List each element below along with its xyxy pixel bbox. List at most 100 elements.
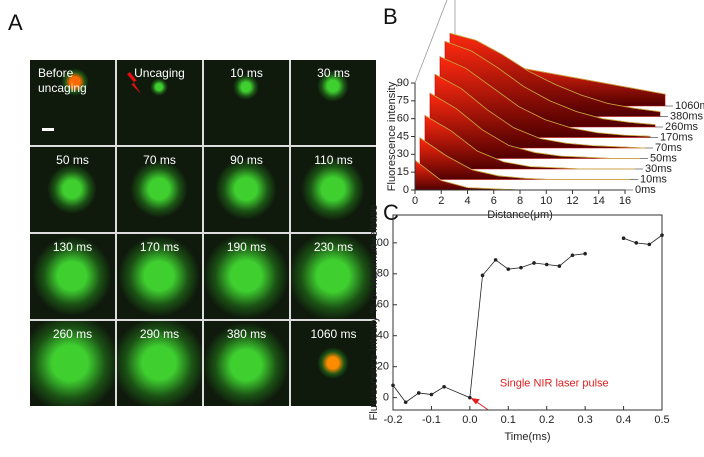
- y-tick-label: 0: [403, 184, 409, 196]
- point: [403, 400, 408, 405]
- y-tick-label: 40: [377, 330, 389, 342]
- micrograph: 1060 ms: [291, 321, 376, 406]
- y-tick-label: 45: [397, 130, 409, 142]
- y-tick-label: 75: [397, 95, 409, 107]
- tile-label: 260 ms: [52, 327, 93, 341]
- fluorescence-spot: [46, 163, 98, 215]
- annotation: Single NIR laser pulse: [500, 378, 609, 390]
- fluorescence-spot: [300, 156, 366, 222]
- series-label: 170ms: [660, 131, 694, 143]
- micrograph: 10 ms: [204, 60, 289, 145]
- point: [506, 267, 511, 271]
- fluorescence-spot: [60, 67, 90, 97]
- point: [429, 392, 434, 397]
- micrograph: 380 ms: [204, 321, 289, 406]
- micrograph: 290 ms: [117, 321, 202, 406]
- tile-label: 90 ms: [230, 153, 263, 167]
- tile-label: Uncaging: [134, 66, 185, 80]
- micrograph: Uncaging: [117, 60, 202, 145]
- point: [493, 258, 498, 262]
- micrograph: 170 ms: [117, 234, 202, 319]
- y-axis-title: Fluorescence intensity: [386, 81, 398, 191]
- plot-frame: [392, 214, 663, 411]
- y-tick-label: 60: [397, 113, 409, 125]
- y-tick-label: 60: [377, 299, 389, 311]
- point: [634, 241, 639, 245]
- x-tick-label: 0.2: [539, 414, 554, 426]
- fluorescence-spot: [30, 321, 115, 406]
- fluorescence-spot: [204, 321, 289, 406]
- point: [391, 383, 395, 388]
- series-label: 10ms: [640, 173, 667, 185]
- point: [519, 265, 523, 270]
- area-edge: [429, 92, 640, 159]
- fluorescence-spot: [130, 160, 188, 218]
- x-tick-label: 12: [566, 195, 578, 207]
- fluorescence-spot: [117, 234, 201, 318]
- tile-label: 130 ms: [52, 240, 93, 254]
- micrograph: 90 ms: [204, 147, 289, 232]
- fluorescence-spot: [291, 234, 376, 319]
- point: [532, 261, 536, 265]
- tile-label: 110 ms: [314, 153, 353, 167]
- x-tick-label: 6: [491, 195, 497, 207]
- area-edge: [439, 56, 651, 137]
- tile-label: 70 ms: [143, 153, 176, 167]
- fluorescence-spot: [117, 321, 202, 406]
- x-axis-title: Time(ms): [504, 431, 550, 443]
- y-tick-label: 80: [377, 268, 389, 280]
- x-tick-label: -0.1: [422, 414, 441, 426]
- annotation-arrow: [470, 397, 489, 411]
- x-tick-label: 0.3: [577, 414, 592, 426]
- x-tick-label: 0.1: [501, 414, 516, 426]
- point: [621, 236, 626, 241]
- fluorescence-spot: [316, 69, 350, 103]
- series-label: 70ms: [655, 142, 682, 154]
- x-tick-label: 16: [619, 195, 631, 207]
- micrograph: 190 ms: [204, 234, 289, 319]
- micrograph: 70 ms: [117, 147, 202, 232]
- fluorescence-spot: [204, 234, 289, 319]
- y-tick-label: 0: [383, 392, 389, 404]
- x-tick-label: 0.4: [616, 414, 631, 426]
- point: [570, 253, 575, 258]
- tile-label: 230 ms: [313, 240, 354, 254]
- micrograph: 110 ms: [291, 147, 376, 232]
- area-edge: [449, 32, 661, 113]
- area-edge: [434, 73, 646, 149]
- area-edge: [419, 137, 630, 180]
- x-tick-label: 14: [593, 195, 605, 207]
- series-label: 260ms: [665, 121, 699, 133]
- point: [480, 273, 485, 278]
- point: [544, 262, 549, 267]
- x-tick-label: 0.0: [462, 414, 477, 426]
- tile-label: 30 ms: [317, 66, 350, 80]
- panel-letter: B: [383, 4, 398, 29]
- y-tick-label: 100: [371, 237, 389, 249]
- series-label: 380ms: [670, 110, 704, 122]
- panel-letter: C: [383, 200, 399, 225]
- fluorescence-spot: [150, 78, 168, 96]
- micrograph: 260 ms: [30, 321, 115, 406]
- point: [468, 395, 472, 400]
- tile-label: 50 ms: [56, 153, 89, 167]
- x-tick-label: 2: [438, 195, 444, 207]
- x-tick-label: 0.5: [654, 414, 669, 426]
- micrograph: 130 ms: [30, 234, 115, 319]
- image-grid: Before uncaging Uncaging 10 ms 30 ms 50 ms 70…: [30, 60, 376, 406]
- micrograph: 30 ms: [291, 60, 376, 145]
- fluorescence-spot: [316, 346, 350, 380]
- point: [416, 391, 421, 395]
- tile-label: 290 ms: [139, 327, 180, 341]
- tile-label: 1060 ms: [310, 327, 357, 341]
- x-tick-label: 8: [517, 195, 523, 207]
- point: [557, 264, 562, 268]
- x-tick-label: 0: [412, 195, 418, 207]
- y-tick-label: 90: [397, 77, 409, 89]
- point: [647, 242, 652, 247]
- point: [660, 233, 664, 237]
- y-tick-label: 30: [397, 148, 409, 160]
